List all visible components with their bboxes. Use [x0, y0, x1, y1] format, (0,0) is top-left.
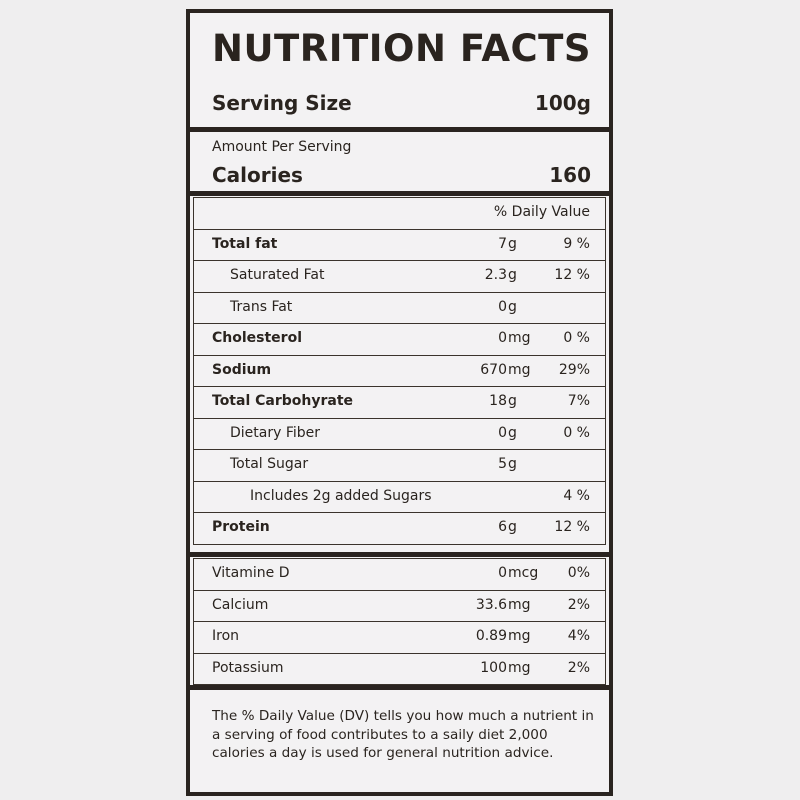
nutrient-row: Total Carbohyrate 18 g 7%	[193, 386, 606, 418]
nutrient-name: Total Sugar	[230, 456, 309, 472]
nutrient-daily-value: 2%	[567, 659, 590, 676]
daily-value-header: % Daily Value	[493, 204, 590, 220]
nutrient-name: Total Carbohyrate	[212, 393, 354, 409]
nutrient-row: Dietary Fiber 0 g 0 %	[193, 417, 606, 449]
nutrient-name: Potassium	[212, 659, 284, 676]
nutrient-amount: 6	[498, 519, 507, 535]
nutrient-row: Vitamine D 0 mcg 0%	[193, 558, 606, 590]
nutrient-row: Potassium 100 mg 2%	[193, 652, 606, 685]
nutrient-name: Vitamine D	[212, 565, 290, 581]
nutrition-label: NUTRITION FACTS Serving Size 100g Amount…	[186, 9, 613, 796]
nutrient-table: % Daily Value Total fat 7 g 9 % Saturated Fa…	[193, 197, 606, 545]
nutrient-daily-value: 0 %	[563, 424, 590, 441]
label-title: NUTRITION FACTS	[212, 27, 592, 70]
nutrient-row: Sodium 670 mg 29%	[193, 354, 606, 386]
nutrient-name: Protein	[212, 519, 270, 535]
nutrient-unit: mg	[508, 361, 531, 378]
nutrient-row: Cholesterol 0 mg 0 %	[193, 323, 606, 355]
nutrient-amount: 5	[498, 456, 507, 472]
nutrient-row: Trans Fat 0 g	[193, 291, 606, 323]
nutrient-unit: mg	[508, 596, 531, 613]
nutrient-row: Includes 2g added Sugars 4 %	[193, 480, 606, 512]
nutrient-name: Calcium	[212, 596, 269, 613]
nutrient-daily-value: 12 %	[554, 267, 590, 283]
nutrient-amount: 2.3	[484, 267, 507, 283]
nutrient-row: Saturated Fat 2.3 g 12 %	[193, 260, 606, 292]
divider	[190, 127, 609, 132]
nutrient-daily-value: 2%	[567, 596, 590, 613]
nutrient-amount: 18	[489, 393, 507, 409]
serving-size-row: Serving Size 100g	[212, 91, 591, 115]
daily-value-header-row: % Daily Value	[193, 197, 606, 229]
nutrient-name: Includes 2g added Sugars	[250, 487, 432, 504]
nutrient-daily-value: 4 %	[563, 487, 590, 504]
divider	[190, 552, 609, 557]
nutrient-row: Total fat 7 g 9 %	[193, 228, 606, 260]
nutrient-amount: 0	[498, 330, 507, 346]
nutrient-unit: g	[508, 456, 517, 472]
nutrient-unit: g	[508, 235, 517, 252]
nutrient-daily-value: 7%	[567, 393, 590, 409]
nutrient-unit: g	[508, 519, 517, 535]
nutrient-row: Protein 6 g 12 %	[193, 512, 606, 545]
nutrient-unit: g	[508, 393, 517, 409]
nutrient-amount: 670	[480, 361, 507, 378]
nutrient-unit: mg	[508, 330, 531, 346]
nutrient-amount: 100	[480, 659, 507, 676]
nutrient-amount: 0	[498, 565, 507, 581]
divider	[190, 685, 609, 690]
nutrient-name: Trans Fat	[230, 298, 293, 315]
nutrient-amount: 0	[498, 424, 507, 441]
nutrient-daily-value: 29%	[558, 361, 590, 378]
nutrient-name: Sodium	[212, 361, 272, 378]
nutrient-row: Total Sugar 5 g	[193, 449, 606, 481]
nutrient-row: Iron 0.89 mg 4%	[193, 621, 606, 653]
nutrient-name: Total fat	[212, 235, 278, 252]
nutrient-unit: mg	[508, 628, 531, 644]
nutrient-unit: g	[508, 424, 517, 441]
nutrient-unit: g	[508, 267, 517, 283]
nutrient-daily-value: 12 %	[554, 519, 590, 535]
nutrient-name: Iron	[212, 628, 240, 644]
nutrient-amount: 33.6	[475, 596, 507, 613]
nutrient-daily-value: 9 %	[563, 235, 590, 252]
vitamin-table: Vitamine D 0 mcg 0% Calcium 33.6 mg 2% Iron 0.89 m…	[193, 558, 606, 685]
nutrient-daily-value: 0 %	[563, 330, 590, 346]
nutrient-amount: 0.89	[475, 628, 507, 644]
amount-per-serving: Amount Per Serving	[212, 139, 352, 155]
footnote: The % Daily Value (DV) tells you how muc…	[212, 708, 594, 761]
nutrient-name: Cholesterol	[212, 330, 302, 346]
calories-value: 160	[549, 163, 591, 187]
calories-label: Calories	[212, 163, 303, 187]
nutrient-unit: mg	[508, 659, 531, 676]
nutrient-unit: mcg	[508, 565, 539, 581]
divider	[190, 191, 609, 196]
nutrient-name: Dietary Fiber	[230, 424, 321, 441]
nutrient-daily-value: 4%	[567, 628, 590, 644]
serving-size-value: 100g	[534, 91, 591, 115]
nutrient-amount: 7	[498, 235, 507, 252]
calories-row: Calories 160	[212, 163, 591, 187]
nutrient-unit: g	[508, 298, 517, 315]
nutrient-name: Saturated Fat	[230, 267, 325, 283]
nutrient-row: Calcium 33.6 mg 2%	[193, 589, 606, 621]
serving-size-label: Serving Size	[212, 91, 352, 115]
nutrient-daily-value: 0%	[567, 565, 590, 581]
nutrient-amount: 0	[498, 298, 507, 315]
